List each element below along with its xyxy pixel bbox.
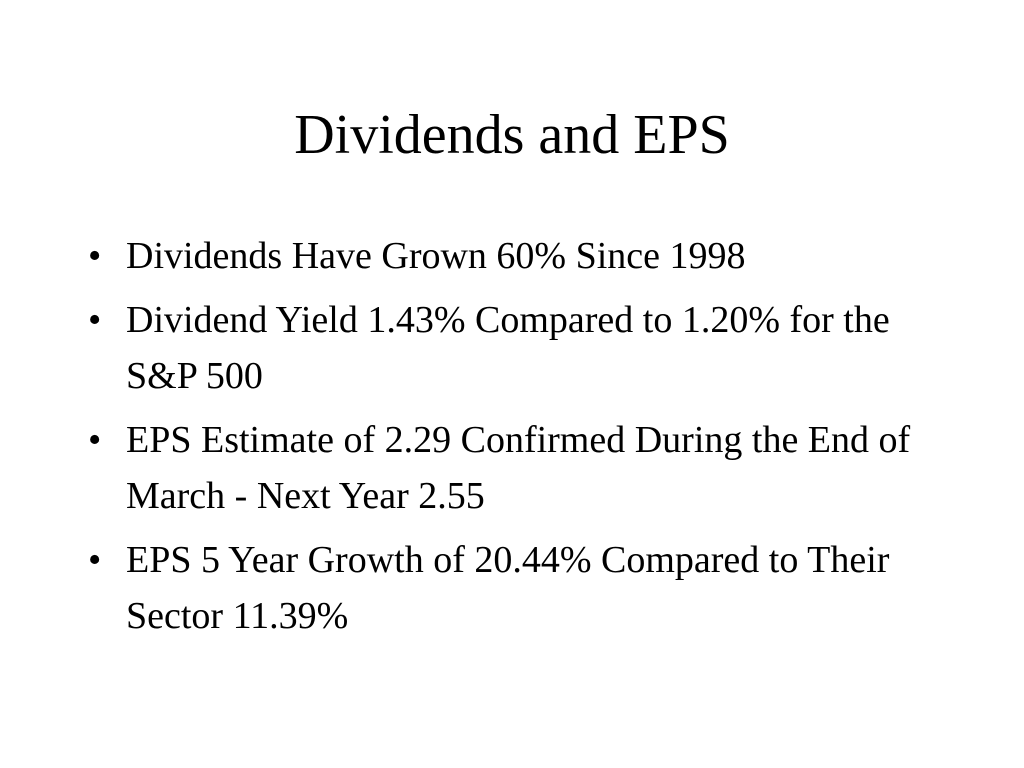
bullet-icon: •	[88, 235, 102, 277]
slide-title: Dividends and EPS	[294, 104, 730, 166]
bullet-item: • Dividend Yield 1.43% Compared to 1.20%…	[88, 292, 948, 404]
bullet-icon: •	[88, 299, 102, 341]
bullet-text: EPS Estimate of 2.29 Confirmed During th…	[126, 419, 911, 517]
bullet-list: • Dividends Have Grown 60% Since 1998 • …	[88, 228, 948, 652]
bullet-text: Dividends Have Grown 60% Since 1998	[126, 235, 746, 277]
bullet-text: Dividend Yield 1.43% Compared to 1.20% f…	[126, 299, 890, 397]
bullet-icon: •	[88, 539, 102, 581]
bullet-item: • Dividends Have Grown 60% Since 1998	[88, 228, 948, 284]
bullet-item: • EPS Estimate of 2.29 Confirmed During …	[88, 412, 948, 524]
bullet-icon: •	[88, 419, 102, 461]
bullet-item: • EPS 5 Year Growth of 20.44% Compared t…	[88, 532, 948, 644]
bullet-text: EPS 5 Year Growth of 20.44% Compared to …	[126, 539, 890, 637]
